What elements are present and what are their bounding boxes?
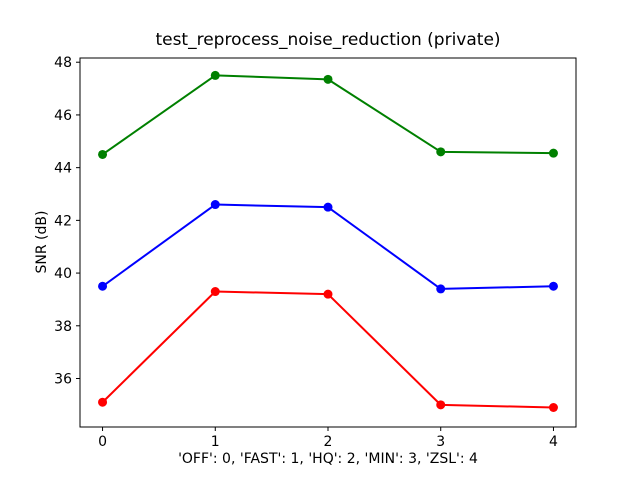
- axes-spines: [79, 57, 577, 428]
- x-tick-label: 3: [436, 434, 445, 450]
- x-tick-label: 4: [549, 434, 558, 450]
- y-tick-label: 44: [54, 161, 72, 177]
- green-marker: [210, 70, 220, 80]
- x-tick-label: 0: [98, 434, 107, 450]
- blue-line: [101, 203, 554, 290]
- blue-marker: [548, 281, 558, 291]
- x-tick-label: 2: [324, 434, 333, 450]
- red-marker: [98, 397, 108, 407]
- y-tick-label: 40: [54, 266, 72, 282]
- y-tick-label: 46: [54, 108, 72, 124]
- blue-marker: [98, 281, 108, 291]
- y-tick-label: 42: [54, 213, 72, 229]
- y-tick-label: 36: [54, 372, 72, 388]
- green-marker: [323, 74, 333, 84]
- green-line: [101, 74, 554, 156]
- y-tick-label: 38: [54, 319, 72, 335]
- blue-marker: [436, 284, 446, 294]
- x-tick-label: 1: [211, 434, 220, 450]
- red-marker: [436, 400, 446, 410]
- red-marker: [210, 287, 220, 297]
- red-marker: [323, 289, 333, 299]
- chart-title: test_reprocess_noise_reduction (private): [155, 30, 501, 50]
- red-line: [101, 290, 554, 409]
- green-marker: [548, 148, 558, 158]
- y-tick-label: 48: [54, 55, 72, 71]
- blue-marker: [210, 200, 220, 210]
- red-marker: [548, 402, 558, 412]
- blue-marker: [323, 202, 333, 212]
- green-marker: [436, 147, 446, 157]
- green-marker: [98, 149, 108, 159]
- x-axis-label: 'OFF': 0, 'FAST': 1, 'HQ': 2, 'MIN': 3, …: [178, 451, 478, 467]
